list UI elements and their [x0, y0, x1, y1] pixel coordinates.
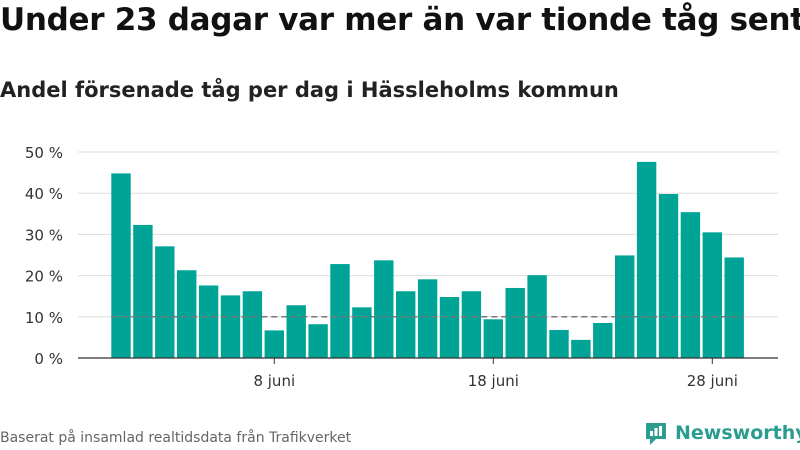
bar: [111, 173, 131, 358]
bar: [483, 319, 503, 358]
bar: [636, 161, 657, 358]
brand-name: Newsworthy: [675, 422, 800, 444]
bar: [658, 194, 679, 358]
bar: [439, 297, 460, 358]
bars: [111, 161, 744, 358]
y-tick-label: 0 %: [34, 350, 63, 368]
bar: [374, 260, 394, 358]
y-tick-label: 20 %: [25, 268, 63, 286]
bar: [593, 322, 613, 358]
bar: [177, 270, 197, 358]
bar: [461, 291, 482, 358]
y-tick-label: 30 %: [25, 226, 63, 244]
bar: [417, 279, 438, 358]
bar: [724, 257, 744, 358]
bar: [396, 291, 416, 358]
x-tick-label: 28 juni: [687, 372, 738, 390]
axes: 0 % 10 % 20 % 30 % 40 % 50 % 8 juni 18 juni 28 j…: [25, 144, 778, 390]
chart-title: Under 23 dagar var mer än var tionde tåg…: [0, 2, 800, 38]
chart-subtitle: Andel försenade tåg per dag i Hässleholm…: [0, 78, 619, 102]
bar: [352, 307, 372, 358]
y-tick-label: 50 %: [25, 144, 63, 162]
bar: [220, 295, 241, 358]
bar: [505, 287, 525, 358]
bar: [286, 305, 306, 358]
source-note: Baserat på insamlad realtidsdata från Tr…: [0, 430, 352, 446]
bar: [549, 329, 569, 358]
bar: [198, 285, 219, 358]
bar: [330, 264, 350, 358]
bar: [571, 339, 591, 358]
brand-logo: Newsworthy: [643, 420, 800, 446]
bar: [242, 291, 263, 358]
y-tick-label: 40 %: [25, 185, 63, 203]
x-tick-label: 8 juni: [253, 372, 295, 390]
y-tick-label: 10 %: [25, 309, 63, 327]
bar: [615, 255, 635, 358]
bar: [133, 224, 153, 358]
bar: [680, 212, 701, 358]
bar: [702, 232, 722, 358]
bar: [308, 324, 328, 358]
newsworthy-icon: [646, 423, 666, 445]
bar: [264, 330, 284, 358]
x-tick-label: 18 juni: [468, 372, 519, 390]
bar: [155, 246, 175, 358]
